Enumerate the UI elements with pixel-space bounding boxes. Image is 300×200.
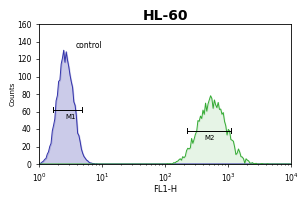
Y-axis label: Counts: Counts	[10, 82, 16, 106]
Text: M2: M2	[204, 135, 214, 141]
X-axis label: FL1-H: FL1-H	[153, 185, 177, 194]
Text: M1: M1	[65, 114, 76, 120]
Title: HL-60: HL-60	[142, 9, 188, 23]
Text: control: control	[76, 41, 102, 50]
